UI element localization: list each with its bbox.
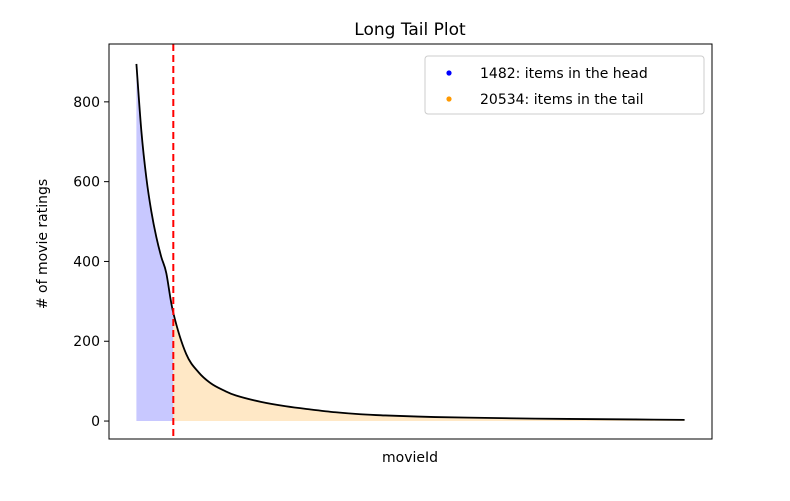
y-tick-label: 200 bbox=[73, 334, 100, 350]
legend-marker-head bbox=[446, 70, 452, 76]
long-tail-curve bbox=[135, 63, 685, 421]
legend-marker-tail bbox=[446, 96, 452, 102]
legend-box bbox=[424, 55, 705, 115]
tail-area bbox=[173, 312, 685, 422]
fill-layer bbox=[136, 63, 685, 422]
curve-layer bbox=[135, 63, 685, 421]
legend-label-tail: 20534: items in the tail bbox=[480, 92, 644, 108]
legend: 1482: items in the head 20534: items in … bbox=[424, 55, 705, 115]
y-tick-label: 0 bbox=[91, 414, 100, 430]
plot-frame bbox=[108, 43, 713, 440]
chart-title: Long Tail Plot bbox=[354, 20, 466, 40]
head-area bbox=[136, 63, 174, 422]
legend-label-head: 1482: items in the head bbox=[480, 66, 648, 82]
y-axis-label: # of movie ratings bbox=[35, 179, 51, 309]
y-axis: 0 200 400 600 800 bbox=[73, 95, 109, 430]
y-tick-label: 800 bbox=[73, 95, 100, 111]
y-tick-label: 400 bbox=[73, 254, 100, 270]
x-axis-label: movieId bbox=[382, 450, 438, 466]
y-tick-label: 600 bbox=[73, 175, 100, 191]
